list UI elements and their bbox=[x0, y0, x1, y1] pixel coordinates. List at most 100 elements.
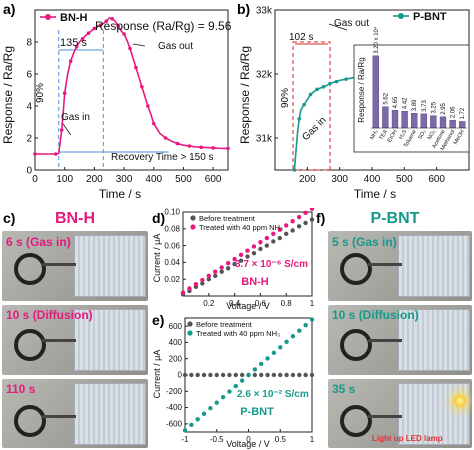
bar-value-label: 2.06 bbox=[451, 106, 457, 118]
panel-c-header: BN-H bbox=[55, 210, 95, 227]
before-point bbox=[232, 261, 237, 267]
before-point bbox=[284, 231, 289, 237]
breadboard bbox=[398, 383, 470, 445]
data-point bbox=[104, 19, 109, 24]
annotation-gas-in-b: Gas in bbox=[300, 115, 328, 143]
y-tick-label: 4 bbox=[26, 101, 32, 112]
chart-e-xlabel: Voltage / V bbox=[226, 439, 270, 449]
data-point bbox=[199, 145, 204, 150]
legend-p-bnt: P-BNT bbox=[413, 11, 447, 23]
annotation-recovery: Recovery Time > 150 s bbox=[111, 152, 214, 163]
bar-4 bbox=[411, 113, 418, 129]
treated-point bbox=[239, 378, 245, 383]
treated-point bbox=[303, 322, 308, 328]
treated-point bbox=[213, 269, 218, 274]
data-point bbox=[68, 59, 73, 63]
data-point bbox=[328, 81, 332, 86]
x-tick-label: 200 bbox=[299, 174, 316, 185]
data-point bbox=[122, 32, 126, 36]
plot-frame bbox=[34, 9, 229, 171]
x-tick-label: 100 bbox=[56, 174, 73, 185]
data-point bbox=[315, 87, 319, 92]
before-point bbox=[208, 372, 213, 378]
before-point bbox=[271, 372, 277, 378]
treated-point bbox=[208, 406, 213, 411]
before-point bbox=[277, 235, 282, 241]
annotation-102s: 102 s bbox=[289, 32, 313, 43]
sensor-ring bbox=[14, 405, 46, 437]
x-tick-label: 0.2 bbox=[203, 299, 215, 308]
photo-f-2-label: 10 s (Diffusion) bbox=[332, 308, 419, 322]
y-tick-label: 6 bbox=[26, 69, 32, 80]
before-point bbox=[309, 217, 315, 222]
wire bbox=[368, 339, 402, 342]
breadboard bbox=[398, 309, 470, 371]
y-tick-label: 0.02 bbox=[164, 275, 180, 284]
before-point bbox=[290, 228, 295, 233]
treated-point bbox=[290, 334, 296, 339]
highlight-box bbox=[292, 41, 331, 171]
treated-point bbox=[225, 261, 231, 266]
chart-b-ylabel: Response / Ra/Rg bbox=[238, 46, 252, 144]
before-point bbox=[206, 277, 211, 282]
treated-point bbox=[297, 328, 302, 333]
photo-c-2-label: 10 s (Diffusion) bbox=[6, 308, 93, 322]
data-point bbox=[116, 24, 120, 28]
bar-0 bbox=[372, 55, 379, 129]
chart-a: 0 100 200 300 400 500 600 0 2 4 6 8 Response (Ra/Rg… bbox=[1, 9, 232, 201]
before-point bbox=[214, 372, 219, 378]
bar-category-label: NO₂ bbox=[427, 129, 437, 141]
before-point bbox=[271, 239, 276, 244]
chart-d: 0.2 0.4 0.6 0.8 1 0.02 0.04 0.06 0.08 0.10 Curren… bbox=[152, 208, 315, 311]
x-tick-label: 0 bbox=[32, 174, 38, 185]
data-point bbox=[146, 104, 150, 108]
wire bbox=[368, 263, 402, 266]
x-tick-label: 0.8 bbox=[281, 299, 293, 308]
y-tick-label: -600 bbox=[166, 420, 183, 429]
bar-9 bbox=[459, 121, 466, 129]
treated-point bbox=[189, 422, 194, 428]
legend-marker-treated-d bbox=[190, 224, 196, 230]
chart-a-xlabel: Time / s bbox=[99, 187, 141, 201]
treated-point bbox=[258, 240, 263, 245]
y-tick-label: 0 bbox=[178, 371, 183, 380]
before-point bbox=[182, 372, 188, 378]
treated-point bbox=[265, 356, 270, 361]
x-tick-label: 200 bbox=[86, 174, 103, 185]
breadboard bbox=[74, 383, 146, 445]
bar-2 bbox=[391, 110, 399, 129]
x-tick-label: 300 bbox=[116, 174, 133, 185]
wire bbox=[42, 263, 76, 266]
treated-point bbox=[271, 231, 276, 237]
chart-b-xlabel: Time / s bbox=[354, 187, 396, 201]
bar-value-label: 2.95 bbox=[441, 102, 447, 114]
bar-7 bbox=[439, 116, 447, 129]
before-point bbox=[201, 372, 207, 378]
treated-point bbox=[238, 252, 244, 258]
before-point bbox=[200, 281, 205, 286]
panel-label-d: d) bbox=[152, 210, 166, 226]
before-point bbox=[258, 246, 263, 252]
treated-point bbox=[245, 248, 250, 253]
data-point bbox=[308, 92, 313, 97]
x-tick-label: -0.5 bbox=[210, 435, 224, 444]
annotation-gas-in-a: Gas in bbox=[61, 112, 90, 123]
y-tick-label: -200 bbox=[166, 387, 183, 396]
bar-value-label: 3.89 bbox=[412, 99, 418, 111]
breadboard bbox=[74, 309, 146, 371]
data-point bbox=[163, 136, 168, 140]
treated-point bbox=[233, 383, 238, 389]
before-point bbox=[219, 269, 224, 274]
before-point bbox=[296, 224, 302, 229]
before-point bbox=[220, 372, 226, 378]
x-tick-label: -1 bbox=[181, 435, 189, 444]
data-point bbox=[187, 144, 192, 148]
annotation-gas-out-b: Gas out bbox=[334, 18, 369, 29]
bar-value-label: 5.62 bbox=[383, 92, 389, 104]
y-tick-label: -400 bbox=[166, 403, 183, 412]
sensor-ring bbox=[340, 329, 372, 361]
y-tick-label: 2 bbox=[26, 133, 32, 144]
treated-point bbox=[303, 210, 308, 216]
y-tick-label: 400 bbox=[169, 338, 183, 347]
y-tick-label: 0.08 bbox=[164, 224, 180, 233]
